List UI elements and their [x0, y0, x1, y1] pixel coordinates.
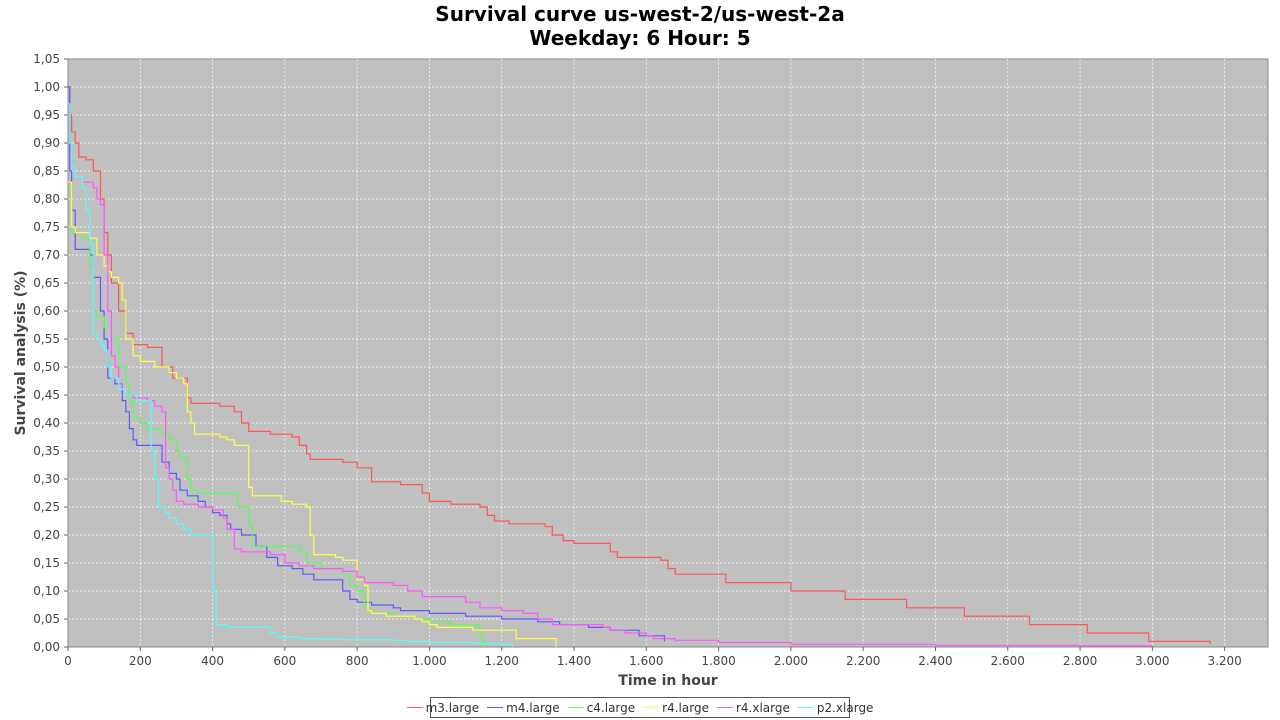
- series-line-c4-large: [68, 187, 485, 647]
- legend-swatch: [567, 707, 584, 708]
- y-tick-label: 0,75: [33, 220, 60, 234]
- y-tick-label: 0,35: [33, 444, 60, 458]
- x-tick-label: 2.800: [1063, 654, 1097, 668]
- y-tick-label: 0,85: [33, 164, 60, 178]
- series-line-r4-large: [68, 181, 557, 647]
- legend-swatch: [716, 707, 733, 708]
- x-tick-label: 200: [129, 654, 152, 668]
- x-tick-label: 2.600: [991, 654, 1025, 668]
- x-tick-label: 1.200: [485, 654, 519, 668]
- series-line-m4-large: [68, 86, 665, 642]
- legend-item: m4.large: [487, 701, 560, 715]
- legend-label: r4.large: [662, 700, 709, 715]
- legend-item: c4.large: [567, 700, 636, 715]
- x-tick-label: 1.600: [629, 654, 663, 668]
- legend-swatch: [406, 707, 423, 708]
- legend-label: p2.xlarge: [816, 700, 874, 715]
- y-tick-label: 0,20: [33, 528, 60, 542]
- y-tick-label: 0,40: [33, 416, 60, 430]
- series-lines: [68, 86, 1211, 647]
- legend-swatch: [797, 707, 814, 708]
- legend-label: c4.large: [586, 700, 636, 715]
- x-tick-label: 1.800: [701, 654, 735, 668]
- legend-item: r4.xlarge: [716, 700, 790, 715]
- legend-item: p2.xlarge: [797, 700, 874, 715]
- y-tick-label: 0,45: [33, 388, 60, 402]
- x-tick-label: 1.000: [412, 654, 446, 668]
- y-tick-label: 0,55: [33, 332, 60, 346]
- y-tick-label: 0,95: [33, 108, 60, 122]
- legend-swatch: [643, 707, 660, 708]
- plot-area: [67, 58, 1269, 648]
- y-tick-label: 0,60: [33, 304, 60, 318]
- axes: 0 200 400 600 800 1.000 1.200 1.400 1.600 1.800 2.…: [33, 52, 1242, 668]
- x-tick-label: 2.400: [918, 654, 952, 668]
- y-tick-label: 0,25: [33, 500, 60, 514]
- x-tick-label: 3.000: [1135, 654, 1169, 668]
- x-tick-label: 2.000: [774, 654, 808, 668]
- legend-label: m3.large: [425, 700, 480, 715]
- series-line-p2-xlarge: [68, 103, 514, 647]
- y-tick-label: 0,80: [33, 192, 60, 206]
- legend-item: m3.large: [406, 700, 480, 715]
- y-tick-label: 0,65: [33, 276, 60, 290]
- y-axis-label: Survival analysis (%): [13, 270, 29, 435]
- y-tick-label: 1,05: [33, 52, 60, 66]
- y-tick-label: 0,30: [33, 472, 60, 486]
- x-tick-label: 400: [201, 654, 224, 668]
- series-line-m3-large: [68, 86, 1211, 645]
- x-tick-label: 0: [64, 654, 72, 668]
- x-tick-label: 2.200: [846, 654, 880, 668]
- x-axis-label: Time in hour: [618, 673, 717, 689]
- y-tick-label: 1,00: [33, 80, 60, 94]
- y-tick-label: 0,50: [33, 360, 60, 374]
- legend-label: m4.large: [506, 700, 560, 715]
- y-tick-label: 0,05: [33, 612, 60, 626]
- legend-item: r4.large: [643, 701, 709, 715]
- x-tick-label: 1.400: [557, 654, 591, 668]
- y-tick-label: 0,90: [33, 136, 60, 150]
- legend-label: r4.xlarge: [735, 700, 790, 715]
- legend: m3.large m4.large c4.large r4.large r4.xlarg…: [406, 697, 873, 718]
- chart-title: Survival curve us-west-2/us-west-2a: [435, 2, 845, 26]
- x-tick-label: 600: [273, 654, 296, 668]
- chart-subtitle: Weekday: 6 Hour: 5: [529, 26, 751, 50]
- y-tick-label: 0,10: [33, 584, 60, 598]
- y-tick-label: 0,15: [33, 556, 60, 570]
- y-tick-label: 0,00: [33, 640, 60, 654]
- x-tick-label: 3.200: [1207, 654, 1241, 668]
- legend-swatch: [487, 707, 504, 708]
- x-tick-label: 800: [346, 654, 369, 668]
- series-line-r4-xlarge: [68, 153, 1153, 647]
- y-tick-label: 0,70: [33, 248, 60, 262]
